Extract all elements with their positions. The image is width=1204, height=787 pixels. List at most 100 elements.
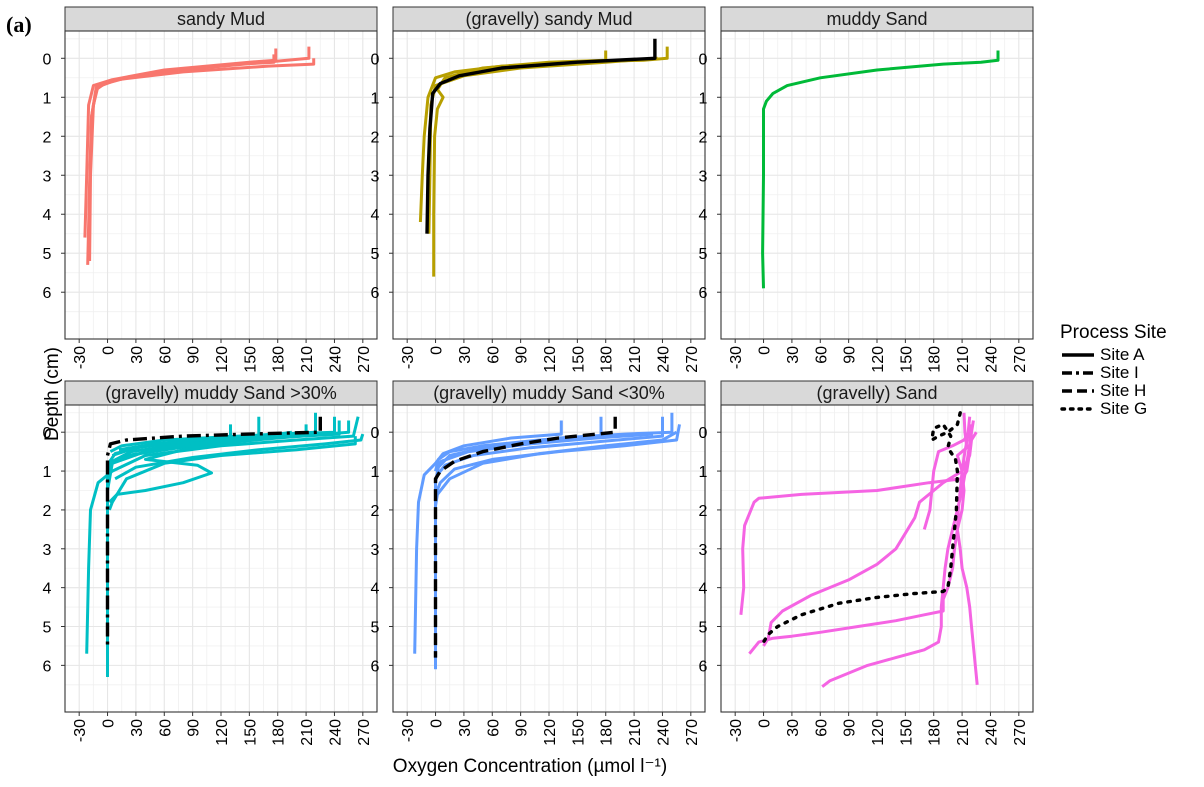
facet-strip xyxy=(720,6,1034,32)
x-tick-label: 210 xyxy=(955,346,972,373)
series-line xyxy=(821,424,973,688)
legend-swatch xyxy=(1062,371,1094,375)
legend: Process Site Site A Site I Site H Site G xyxy=(1060,322,1200,418)
y-tick-label: 4 xyxy=(43,207,52,224)
y-ticks: 0 1 2 3 4 5 6 xyxy=(371,425,393,675)
legend-label: Site G xyxy=(1100,399,1148,418)
x-tick-label: 0 xyxy=(101,346,118,355)
y-ticks: 0 1 2 3 4 5 6 xyxy=(699,425,721,675)
series-line xyxy=(86,58,316,265)
x-tick-label: -30 xyxy=(400,346,417,369)
x-tick-label: 0 xyxy=(757,346,774,355)
series-site-g xyxy=(761,411,962,644)
x-tick-label: 0 xyxy=(757,719,774,728)
series-line xyxy=(922,433,970,530)
x-tick-label: 30 xyxy=(457,719,474,737)
series-site-a xyxy=(425,38,657,234)
y-tick-label: 5 xyxy=(43,620,52,637)
series-line xyxy=(762,431,978,647)
x-tick-label: 60 xyxy=(813,346,830,364)
x-tick-label: 0 xyxy=(429,346,446,355)
facet-strip xyxy=(392,6,706,32)
x-tick-label: 60 xyxy=(485,346,502,364)
x-tick-label: -30 xyxy=(728,719,745,742)
y-tick-label: 5 xyxy=(43,246,52,263)
series-line xyxy=(761,50,1000,289)
y-tick-label: 0 xyxy=(699,51,708,68)
y-tick-label: 0 xyxy=(371,425,380,442)
x-tick-label: 180 xyxy=(927,346,944,373)
y-tick-label: 5 xyxy=(699,246,708,263)
x-tick-label: 120 xyxy=(870,346,887,373)
x-tick-label: 240 xyxy=(655,346,672,373)
legend-item: Site H xyxy=(1060,382,1200,400)
panel-6: (gravelly) Sand 0 1 2 3 4 5 6 -30 0 30 60 90 120 150 18… xyxy=(699,380,1034,746)
x-tick-label: 150 xyxy=(570,719,587,746)
x-tick-label: 90 xyxy=(514,719,531,737)
y-tick-label: 1 xyxy=(699,464,708,481)
x-tick-label: -30 xyxy=(400,719,417,742)
major-grid xyxy=(721,405,1033,712)
series-group xyxy=(83,46,316,265)
facet-strip xyxy=(64,380,378,406)
y-tick-label: 2 xyxy=(699,503,708,520)
x-tick-label: 90 xyxy=(842,719,859,737)
series-site-i xyxy=(105,416,322,646)
x-tick-label: 180 xyxy=(599,719,616,746)
y-tick-label: 3 xyxy=(43,168,52,185)
y-ticks: 0 1 2 3 4 5 6 xyxy=(43,425,65,675)
series-line xyxy=(434,424,681,495)
facet-strip xyxy=(392,380,706,406)
x-tick-label: 240 xyxy=(983,346,1000,373)
y-tick-label: 6 xyxy=(699,285,708,302)
facet-title: (gravelly) muddy Sand <30% xyxy=(433,383,665,403)
series-group xyxy=(761,50,1000,289)
y-tick-label: 1 xyxy=(699,90,708,107)
x-ticks: -30 0 30 60 90 120 150 180 210 240 270 xyxy=(72,339,373,373)
x-tick-label: 30 xyxy=(129,719,146,737)
y-tick-label: 3 xyxy=(371,542,380,559)
series-group xyxy=(413,412,681,670)
series-group xyxy=(85,412,365,677)
x-tick-label: -30 xyxy=(72,719,89,742)
y-tick-label: 1 xyxy=(371,464,380,481)
x-tick-label: 240 xyxy=(983,719,1000,746)
x-tick-label: 180 xyxy=(271,346,288,373)
x-tick-label: 240 xyxy=(655,719,672,746)
series-group xyxy=(739,411,979,688)
series-site-h xyxy=(433,416,617,658)
y-tick-label: 1 xyxy=(371,90,380,107)
x-ticks: -30 0 30 60 90 120 150 180 210 240 270 xyxy=(72,712,373,746)
x-tick-label: 150 xyxy=(898,719,915,746)
major-grid xyxy=(393,405,705,712)
x-tick-label: 120 xyxy=(214,346,231,373)
series-line xyxy=(114,433,365,481)
x-ticks: -30 0 30 60 90 120 150 180 210 240 270 xyxy=(728,339,1029,373)
series-line xyxy=(108,424,308,504)
figure-label: (a) xyxy=(6,12,32,37)
x-tick-label: 270 xyxy=(356,719,373,746)
series-line xyxy=(118,416,336,452)
x-tick-label: 210 xyxy=(955,719,972,746)
legend-items: Site A Site I Site H Site G xyxy=(1060,346,1200,418)
series-line xyxy=(748,412,969,655)
y-tick-label: 4 xyxy=(371,581,380,598)
x-tick-label: 60 xyxy=(485,719,502,737)
x-tick-label: 240 xyxy=(327,346,344,373)
legend-label: Site I xyxy=(1100,363,1139,382)
x-ticks: -30 0 30 60 90 120 150 180 210 240 270 xyxy=(400,712,701,746)
y-tick-label: 2 xyxy=(43,129,52,146)
x-tick-label: 30 xyxy=(785,346,802,364)
y-ticks: 0 1 2 3 4 5 6 xyxy=(371,51,393,302)
x-tick-label: 90 xyxy=(514,346,531,364)
x-ticks: -30 0 30 60 90 120 150 180 210 240 270 xyxy=(400,339,701,373)
x-tick-label: 30 xyxy=(785,719,802,737)
legend-item: Site G xyxy=(1060,400,1200,418)
y-tick-label: 4 xyxy=(699,581,708,598)
x-tick-label: 120 xyxy=(542,346,559,373)
y-tick-label: 6 xyxy=(699,658,708,675)
y-tick-label: 3 xyxy=(699,542,708,559)
